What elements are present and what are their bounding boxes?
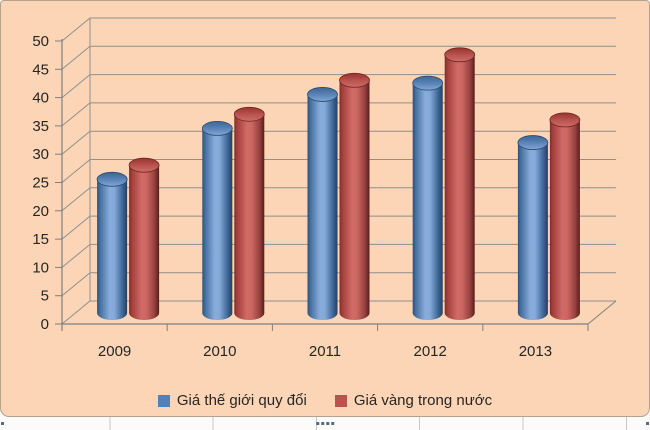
y-axis-label: 5	[41, 288, 49, 305]
chart-resize-handle[interactable]	[316, 422, 334, 425]
chart-legend: Giá thế giới quy đổi Giá vàng trong nước	[1, 392, 649, 409]
gridline-side-wall	[61, 17, 91, 42]
category-label: 2011	[309, 343, 341, 360]
category-label: 2010	[203, 343, 236, 360]
cylinder-world-2011[interactable]	[307, 87, 338, 320]
legend-item-domestic-price[interactable]: Giá vàng trong nước	[334, 392, 493, 409]
y-axis-label: 15	[32, 231, 49, 248]
gridline-side-wall	[61, 159, 91, 183]
y-axis-label: 25	[32, 175, 49, 192]
gridline-side-wall	[61, 215, 91, 240]
cylinder-domestic-2012[interactable]	[444, 47, 476, 320]
y-axis-label: 50	[32, 33, 49, 50]
worksheet-strip	[0, 416, 650, 430]
cylinder-domestic-2013[interactable]	[549, 112, 581, 320]
cylinder-domestic-2009[interactable]	[128, 157, 160, 320]
gridline-side-wall	[61, 300, 91, 325]
y-axis-label: 35	[32, 118, 49, 135]
category-label: 2013	[519, 343, 552, 360]
gridline-side-wall	[61, 187, 91, 212]
legend-item-world-price[interactable]: Giá thế giới quy đổi	[157, 392, 307, 409]
legend-swatch-world-price	[157, 394, 170, 407]
y-axis-label: 10	[32, 259, 49, 276]
y-axis-label: 30	[32, 146, 49, 163]
y-axis-label: 45	[32, 61, 49, 78]
legend-label-domestic-price: Giá vàng trong nước	[353, 392, 493, 409]
cylinder-world-2009[interactable]	[96, 171, 128, 320]
legend-swatch-domestic-price	[334, 394, 347, 407]
floor-right-edge	[587, 300, 617, 325]
cylinder-world-2013[interactable]	[517, 135, 549, 320]
gridline-side-wall	[61, 45, 91, 70]
legend-label-world-price: Giá thế giới quy đổi	[176, 392, 307, 409]
cylinder-world-2010[interactable]	[201, 120, 233, 320]
category-label: 2012	[414, 343, 447, 360]
cylinder-world-2012[interactable]	[412, 75, 444, 320]
cylinder-domestic-2010[interactable]	[233, 106, 265, 320]
y-axis-label: 40	[32, 90, 49, 107]
y-axis-label: 0	[41, 316, 49, 333]
corner-handle-right[interactable]	[646, 422, 649, 425]
gridline-side-wall	[61, 74, 91, 98]
gridline-side-wall	[61, 244, 91, 268]
gridline-side-wall	[61, 272, 91, 297]
cylinder-chart: 0 5 10 15 20 25 30 35 40 45 50 2009 2010 2011 2012 2013	[32, 17, 617, 360]
gridline-side-wall	[61, 102, 91, 127]
y-axis-label: 20	[32, 203, 49, 220]
chart-area[interactable]: 0 5 10 15 20 25 30 35 40 45 50 2009 2010 2011 2012 2013…	[0, 0, 650, 417]
cylinder-domestic-2011[interactable]	[339, 72, 370, 320]
gridline-side-wall	[61, 130, 91, 155]
corner-handle-left[interactable]	[1, 422, 4, 425]
category-label: 2009	[98, 343, 131, 360]
